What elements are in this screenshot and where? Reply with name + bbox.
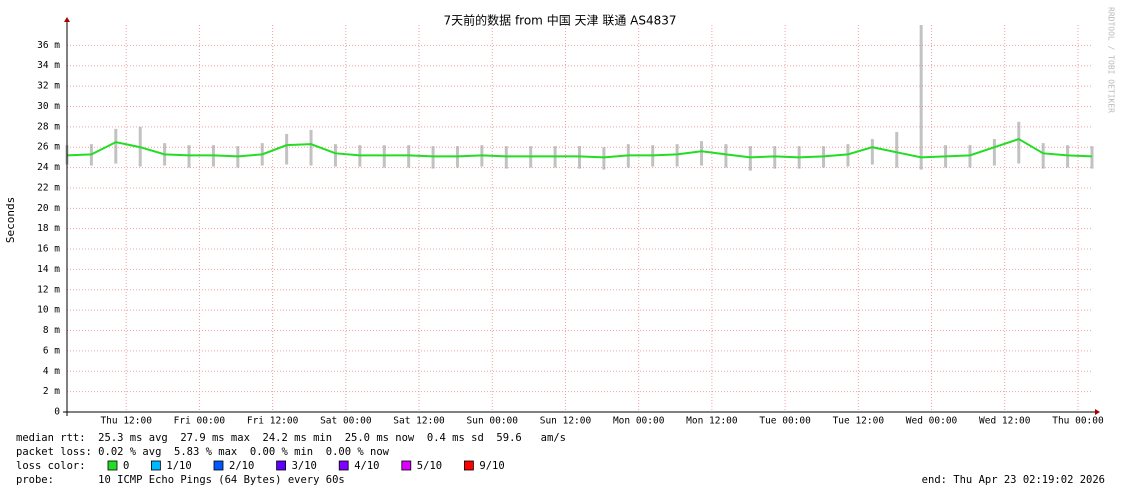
x-tick-label: Fri 12:00 (247, 416, 299, 427)
smoke (309, 129, 313, 166)
x-tick-label: Mon 00:00 (613, 416, 665, 427)
y-tick-label: 14 m (37, 264, 60, 275)
y-axis-label: Seconds (4, 197, 17, 243)
y-tick-label: 16 m (37, 244, 60, 255)
x-tick-label: Mon 12:00 (686, 416, 738, 427)
smoke (382, 145, 386, 168)
smoke (992, 139, 996, 166)
probe: probe: 10 ICMP Echo Pings (64 Bytes) eve… (16, 474, 345, 486)
y-tick-label: 34 m (37, 60, 60, 71)
y-tick-label: 22 m (37, 182, 60, 193)
median-line (66, 137, 1093, 159)
smoke (431, 146, 435, 169)
smoke (407, 145, 411, 168)
smoke (895, 131, 899, 168)
smoke (968, 145, 972, 168)
y-tick-label: 6 m (43, 345, 60, 356)
y-tick-label: 36 m (37, 40, 60, 51)
stats-line: median rtt: 25.3 ms avg 27.9 ms max 24.2… (16, 432, 566, 444)
y-tick-label: 10 m (37, 305, 60, 316)
y-tick-label: 30 m (37, 101, 60, 112)
y-tick-label: 8 m (43, 325, 60, 336)
x-tick-label: Wed 00:00 (906, 416, 958, 427)
smoke (724, 144, 728, 168)
smoke (504, 146, 508, 169)
x-tick-label: Thu 00:00 (1052, 416, 1104, 427)
loss-color-label: 4/10 (354, 460, 379, 472)
y-tick-label: 28 m (37, 121, 60, 132)
y-tick-label: 0 (54, 407, 60, 418)
loss-color-label: 9/10 (479, 460, 504, 472)
smoke (1017, 121, 1021, 164)
smoke (1066, 145, 1070, 168)
loss-color-label: 5/10 (417, 460, 442, 472)
loss-swatch (338, 460, 349, 471)
y-tick-label: 2 m (43, 386, 60, 397)
loss-swatch (276, 460, 287, 471)
stats-line: packet loss: 0.02 % avg 5.83 % max 0.00 … (16, 446, 390, 458)
smoke (333, 144, 337, 167)
x-tick-label: Sat 00:00 (320, 416, 372, 427)
side-note: RRDTOOL / TOBI OETIKER (1107, 7, 1116, 113)
x-tick-label: Sat 12:00 (393, 416, 445, 427)
smoke (846, 144, 850, 167)
smoke (870, 139, 874, 165)
loss-swatch (401, 460, 412, 471)
smoke (919, 25, 923, 170)
x-tick-label: Thu 12:00 (100, 416, 152, 427)
y-tick-label: 26 m (37, 142, 60, 153)
x-tick-label: Fri 00:00 (174, 416, 226, 427)
smoke (700, 141, 704, 166)
x-tick-label: Tue 00:00 (759, 416, 811, 427)
x-tick-label: Sun 12:00 (540, 416, 592, 427)
smoke (578, 146, 581, 169)
smoke (285, 133, 289, 165)
loss-swatch (463, 460, 474, 471)
x-tick-label: Wed 12:00 (979, 416, 1031, 427)
chart-title: 7天前的数据 from 中国 天津 联通 AS4837 (444, 13, 677, 28)
loss-color-label: 2/10 (229, 460, 254, 472)
loss-color-label: 3/10 (292, 460, 317, 472)
end-time: end: Thu Apr 23 02:19:02 2026 (922, 474, 1105, 486)
loss-color-label: 0 (123, 460, 129, 472)
smoke (187, 145, 191, 168)
arrow (1095, 409, 1100, 415)
y-tick-label: 24 m (37, 162, 60, 173)
smoke (748, 146, 752, 171)
y-tick-label: 20 m (37, 203, 60, 214)
arrow (64, 17, 70, 22)
y-tick-label: 18 m (37, 223, 60, 234)
smoke (773, 146, 777, 169)
loss-swatch (213, 460, 224, 471)
y-tick-label: 4 m (43, 366, 60, 377)
x-tick-label: Tue 12:00 (833, 416, 885, 427)
smoke (1090, 146, 1094, 169)
loss-swatch (107, 460, 118, 471)
smoke (114, 128, 118, 164)
smoke (602, 147, 606, 170)
x-tick-label: Sun 00:00 (467, 416, 519, 427)
y-tick-label: 32 m (37, 81, 60, 92)
loss-label: loss color: (16, 460, 86, 472)
loss-color-label: 1/10 (166, 460, 191, 472)
y-tick-label: 12 m (37, 284, 60, 295)
loss-swatch (150, 460, 161, 471)
smoke (675, 144, 679, 167)
smoke (1041, 143, 1045, 169)
